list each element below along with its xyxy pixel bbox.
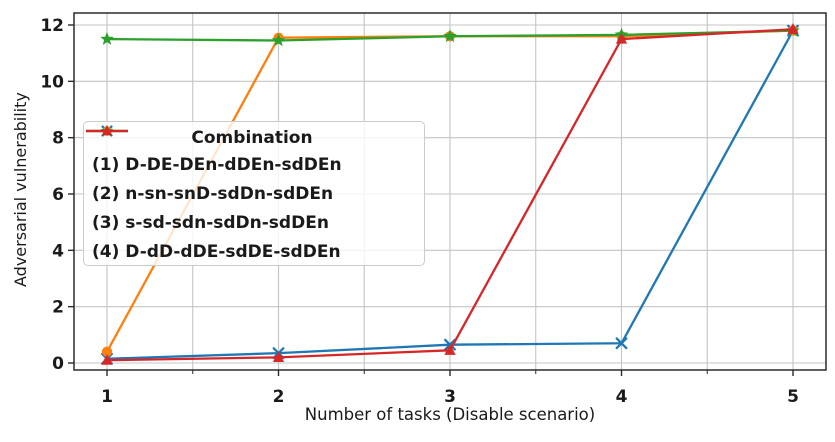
legend-entry-label: (1) D-DE-DEn-dDEn-sdDEn [92, 154, 342, 175]
legend-entry-label: (3) s-sd-sdn-sdDn-sdDEn [92, 212, 329, 233]
legend-title: Combination [191, 128, 313, 148]
x-tick-label: 5 [787, 387, 799, 407]
y-tick-label: 10 [40, 72, 64, 92]
x-tick-label: 3 [444, 387, 456, 407]
x-tick-label: 4 [616, 387, 628, 407]
y-tick-label: 0 [52, 354, 64, 374]
legend-entry: (4) D-dD-dDE-sdDE-sdDEn [86, 125, 412, 266]
legend: Combination (1) D-DE-DEn-dDEn-sdDEn (2) n… [83, 121, 425, 266]
x-tick-label: 2 [273, 387, 285, 407]
legend-entry: (3) s-sd-sdn-sdDn-sdDEn [86, 124, 412, 237]
y-tick-label: 6 [52, 185, 64, 205]
y-tick-label: 12 [40, 16, 64, 36]
x-axis-label: Number of tasks (Disable scenario) [304, 405, 596, 424]
triangle-marker-icon [86, 125, 128, 136]
legend-entry: (1) D-DE-DEn-dDEn-sdDEn [86, 125, 412, 179]
legend-entry: (2) n-sn-snD-sdDn-sdDEn [86, 126, 412, 208]
y-tick-label: 2 [52, 298, 64, 318]
legend-entries: (1) D-DE-DEn-dDEn-sdDEn (2) n-sn-snD-sdDn… [86, 124, 412, 266]
y-tick-label: 4 [52, 241, 64, 261]
x-tick-label: 1 [101, 387, 113, 407]
y-axis-label: Adversarial vulnerability [11, 92, 30, 287]
series-4 [101, 23, 799, 365]
y-tick-label: 8 [52, 129, 64, 149]
legend-entry-label: (2) n-sn-snD-sdDn-sdDEn [92, 183, 334, 204]
legend-entry-label: (4) D-dD-dDE-sdDE-sdDEn [92, 241, 341, 262]
